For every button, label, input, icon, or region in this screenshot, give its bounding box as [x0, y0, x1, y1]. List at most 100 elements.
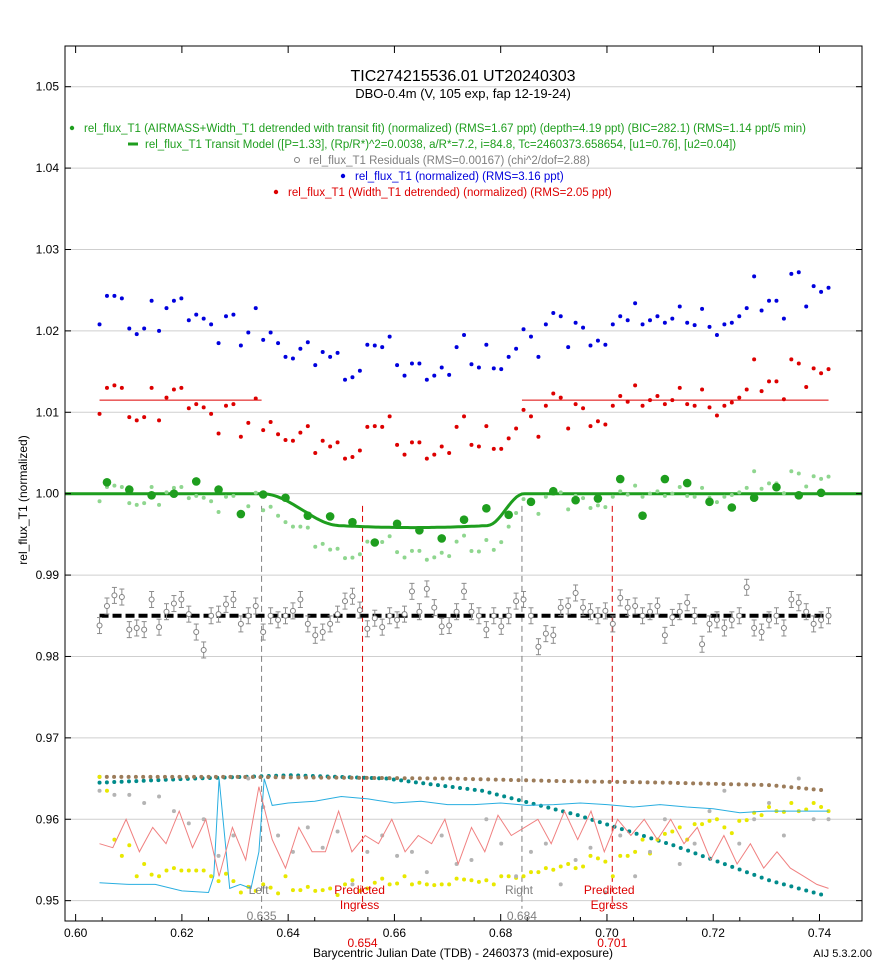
- width-detrended-point: [655, 394, 660, 398]
- residual-point: [624, 604, 631, 611]
- yellow-diagnostic-point: [447, 882, 452, 887]
- binned-detrended-point: [348, 517, 357, 527]
- normalized-flux-point: [804, 304, 809, 309]
- brown-diagnostic-point: [221, 774, 226, 779]
- normalized-flux-point: [781, 316, 786, 321]
- teal-diagnostic-point: [391, 777, 396, 782]
- brown-diagnostic-point: [250, 775, 255, 780]
- teal-diagnostic-point: [664, 840, 669, 845]
- yellow-diagnostic-point: [462, 877, 467, 882]
- teal-diagnostic-point: [700, 854, 705, 859]
- width-detrended-point: [595, 419, 600, 424]
- yellow-diagnostic-point: [521, 874, 526, 879]
- normalized-flux-point: [655, 314, 660, 319]
- residual-point: [565, 603, 572, 609]
- residual-point: [312, 632, 319, 639]
- normalized-flux-point: [142, 326, 147, 331]
- width-detrended-point: [209, 411, 214, 416]
- residual-point: [111, 592, 118, 599]
- brown-diagnostic-point: [683, 781, 688, 786]
- unbinned-flux-point: [387, 534, 392, 539]
- unbinned-flux-point: [268, 504, 273, 509]
- width-detrended-point: [387, 414, 392, 419]
- legend-dot-marker: [340, 173, 346, 179]
- width-detrended-point: [737, 395, 742, 400]
- unbinned-flux-point: [380, 539, 385, 544]
- normalized-flux-point: [119, 296, 124, 301]
- normalized-flux-point: [372, 343, 377, 348]
- brown-diagnostic-point: [448, 776, 453, 781]
- width-detrended-point: [112, 383, 117, 388]
- normalized-flux-point: [335, 350, 340, 355]
- width-detrended-point: [462, 414, 467, 419]
- normalized-flux-point: [462, 332, 467, 337]
- residual-point: [780, 624, 787, 631]
- residual-point: [594, 612, 601, 619]
- brown-diagnostic-point: [706, 781, 711, 786]
- yellow-diagnostic-point: [536, 870, 541, 875]
- residual-point: [803, 608, 810, 615]
- binned-detrended-point: [593, 494, 603, 503]
- width-detrended-point: [491, 446, 496, 451]
- yellow-diagnostic-point: [744, 818, 749, 823]
- normalized-flux-point: [633, 301, 638, 306]
- residual-point: [453, 608, 460, 615]
- normalized-flux-point: [729, 320, 734, 325]
- silver-diagnostic-point: [647, 849, 652, 854]
- brown-diagnostic-point: [470, 777, 475, 782]
- residual-point: [401, 611, 408, 618]
- residual-point: [572, 589, 579, 596]
- residual-point: [535, 643, 542, 650]
- normalized-flux-point: [186, 318, 191, 323]
- teal-diagnostic-point: [619, 827, 624, 832]
- yellow-diagnostic-point: [164, 868, 169, 873]
- residual-point: [490, 612, 497, 619]
- width-detrended-point: [551, 391, 556, 396]
- teal-diagnostic-point: [649, 836, 654, 841]
- yellow-diagnostic-point: [491, 882, 496, 887]
- residual-point: [126, 626, 133, 633]
- unbinned-flux-point: [186, 496, 191, 501]
- silver-diagnostic-point: [588, 845, 593, 850]
- unbinned-flux-point: [179, 484, 184, 489]
- residual-point: [609, 620, 616, 627]
- legend-dot-marker: [273, 189, 279, 195]
- residual-point: [676, 608, 683, 615]
- silver-diagnostic-point: [112, 792, 117, 797]
- residual-point: [632, 603, 639, 609]
- unbinned-flux-point: [276, 513, 281, 518]
- teal-diagnostic-point: [686, 848, 691, 853]
- width-detrended-point: [298, 430, 303, 435]
- unbinned-flux-point: [447, 554, 452, 559]
- normalized-flux-point: [662, 320, 667, 325]
- binned-detrended-point: [816, 488, 826, 498]
- residual-point: [170, 600, 177, 607]
- width-detrended-point: [261, 428, 266, 433]
- width-detrended-point: [521, 407, 526, 412]
- yellow-diagnostic-point: [804, 807, 809, 812]
- brown-diagnostic-point: [148, 774, 153, 779]
- brown-diagnostic-point: [463, 776, 468, 781]
- width-detrended-point: [729, 400, 734, 405]
- width-detrended-point: [432, 452, 437, 457]
- binned-detrended-point: [370, 538, 380, 547]
- width-detrended-point: [514, 426, 519, 431]
- legend: rel_flux_T1 (AIRMASS+Width_T1 detrended …: [69, 123, 806, 199]
- normalized-flux-point: [551, 310, 556, 315]
- brown-diagnostic-point: [410, 776, 415, 781]
- binned-detrended-point: [772, 482, 781, 492]
- brown-diagnostic-point: [811, 787, 816, 792]
- yellow-diagnostic-point: [424, 882, 429, 887]
- unbinned-flux-point: [722, 494, 727, 499]
- teal-diagnostic-point: [97, 780, 102, 785]
- brown-diagnostic-point: [170, 774, 175, 779]
- width-detrended-point: [700, 387, 705, 392]
- binned-detrended-point: [548, 486, 558, 496]
- unbinned-flux-point: [142, 501, 147, 506]
- width-detrended-point: [707, 405, 712, 410]
- width-detrended-point: [231, 402, 236, 407]
- width-detrended-point: [543, 403, 548, 408]
- yellow-diagnostic-point: [328, 886, 333, 891]
- silver-diagnostic-point: [514, 874, 519, 879]
- unbinned-flux-point: [127, 501, 132, 506]
